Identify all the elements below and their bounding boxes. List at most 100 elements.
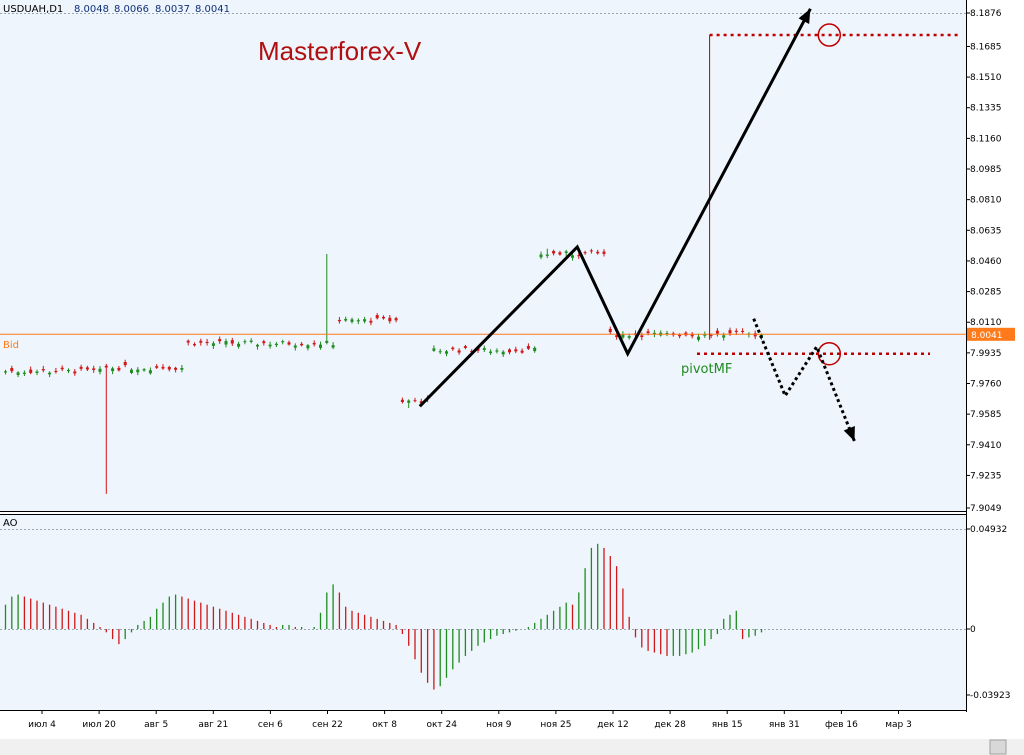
candle-body bbox=[193, 344, 196, 346]
candle-body bbox=[274, 343, 278, 346]
price-axis-tick-label: 8.1335 bbox=[970, 104, 1002, 114]
candle-body bbox=[432, 348, 436, 351]
candle-body bbox=[463, 346, 467, 348]
high-value: 8.0066 bbox=[114, 4, 149, 15]
candle-body bbox=[237, 343, 241, 347]
candle-body bbox=[577, 255, 581, 257]
candle-body bbox=[520, 350, 524, 353]
candle-body bbox=[722, 335, 726, 338]
ao-axis-tick-label: 0 bbox=[970, 625, 976, 635]
candle-body bbox=[482, 348, 486, 350]
candle-body bbox=[142, 369, 146, 371]
time-axis-tick-label: ноя 25 bbox=[540, 720, 571, 730]
candle-body bbox=[501, 351, 505, 355]
time-axis-tick-label: фев 16 bbox=[825, 720, 858, 730]
candle-body bbox=[583, 252, 587, 254]
candle-body bbox=[728, 330, 732, 334]
candle-body bbox=[514, 349, 518, 352]
open-value: 8.0048 bbox=[74, 4, 109, 15]
candle-body bbox=[199, 340, 203, 343]
ao-axis-tick-label: -0.03923 bbox=[970, 691, 1010, 701]
candle-body bbox=[627, 336, 631, 338]
candle-body bbox=[92, 368, 96, 370]
time-axis-tick-label: авг 21 bbox=[198, 720, 228, 730]
candle-body bbox=[230, 340, 234, 344]
candle-body bbox=[205, 341, 209, 344]
candle-body bbox=[369, 320, 373, 323]
time-axis-tick-label: дек 12 bbox=[597, 720, 629, 730]
price-axis-tick-label: 8.1160 bbox=[970, 134, 1002, 144]
price-axis-tick-label: 8.0635 bbox=[970, 226, 1002, 236]
candle-body bbox=[564, 251, 568, 253]
price-axis-tick-label: 7.9585 bbox=[970, 410, 1002, 420]
candle-body bbox=[589, 250, 593, 252]
ao-axis: 0.04932 0 -0.03923 bbox=[966, 525, 1010, 701]
candle-body bbox=[60, 367, 64, 370]
candle-body bbox=[508, 349, 511, 353]
candle-body bbox=[300, 343, 304, 346]
analysis-overlays bbox=[418, 8, 960, 442]
candle-body bbox=[85, 367, 89, 370]
candle-body bbox=[678, 334, 682, 337]
time-axis-tick-label: мар 3 bbox=[885, 720, 912, 730]
candle-body bbox=[29, 369, 33, 373]
price-axis-tick-label: 7.9410 bbox=[970, 441, 1002, 451]
candle-body bbox=[79, 366, 83, 369]
price-axis-tick-label: 7.9049 bbox=[970, 504, 1002, 514]
candle-body bbox=[306, 345, 310, 349]
price-pane bbox=[0, 0, 966, 511]
candle-body bbox=[571, 255, 574, 258]
time-axis-tick-label: ноя 9 bbox=[486, 720, 512, 730]
candle-body bbox=[104, 365, 108, 368]
watermark-title: Masterforex-V bbox=[258, 36, 422, 66]
candle-body bbox=[545, 254, 549, 256]
time-axis-tick-label: июл 20 bbox=[82, 720, 116, 730]
candle-body bbox=[161, 366, 165, 369]
candle-body bbox=[640, 335, 644, 338]
time-axis-tick-label: окт 24 bbox=[426, 720, 457, 730]
candle-body bbox=[224, 341, 228, 345]
candle-body bbox=[268, 344, 272, 347]
scroll-thumb[interactable] bbox=[989, 739, 1007, 755]
last-price-value: 8.0041 bbox=[971, 331, 1003, 341]
candle-body bbox=[249, 340, 253, 342]
horizontal-scrollbar[interactable] bbox=[0, 739, 1024, 755]
price-axis-tick-label: 8.0285 bbox=[970, 288, 1002, 298]
candle-body bbox=[319, 344, 322, 348]
ao-axis-tick-label: 0.04932 bbox=[970, 525, 1007, 535]
candle-body bbox=[526, 346, 530, 349]
ao-pane bbox=[0, 515, 966, 710]
candle-body bbox=[293, 345, 297, 348]
close-value: 8.0041 bbox=[195, 4, 230, 15]
candle-body bbox=[608, 328, 612, 333]
pivot-circle bbox=[817, 341, 842, 366]
candle-body bbox=[489, 351, 493, 354]
candle-body bbox=[539, 254, 543, 258]
candle-body bbox=[363, 319, 367, 322]
candle-body bbox=[73, 371, 77, 374]
candle-body bbox=[703, 334, 707, 336]
candle-body bbox=[174, 367, 178, 370]
price-axis-tick-label: 8.0460 bbox=[970, 257, 1002, 267]
zigzag-line bbox=[418, 8, 812, 408]
bid-label: Bid bbox=[3, 340, 19, 351]
candle-body bbox=[533, 347, 537, 352]
candle-body bbox=[130, 369, 133, 373]
price-axis-tick-label: 8.1510 bbox=[970, 73, 1002, 83]
time-axis-tick-label: янв 15 bbox=[712, 720, 743, 730]
candle-body bbox=[287, 342, 291, 345]
scenario-arrowhead bbox=[843, 426, 855, 442]
candle-body bbox=[167, 366, 171, 370]
candle-body bbox=[312, 342, 316, 345]
zigzag-arrowhead bbox=[798, 8, 811, 24]
candle-body bbox=[262, 341, 266, 344]
candle-body bbox=[558, 252, 562, 255]
symbol-label: USDUAH,D1 bbox=[3, 4, 63, 15]
low-value: 8.0037 bbox=[155, 4, 190, 15]
price-axis-tick-label: 8.0985 bbox=[970, 165, 1002, 175]
candle-body bbox=[552, 250, 556, 254]
candle-body bbox=[400, 399, 404, 403]
time-axis: июл 4 июл 20 авг 5 авг 21 сен 6 сен 22 окт 8 ок… bbox=[28, 710, 912, 730]
candle-body bbox=[596, 251, 600, 254]
